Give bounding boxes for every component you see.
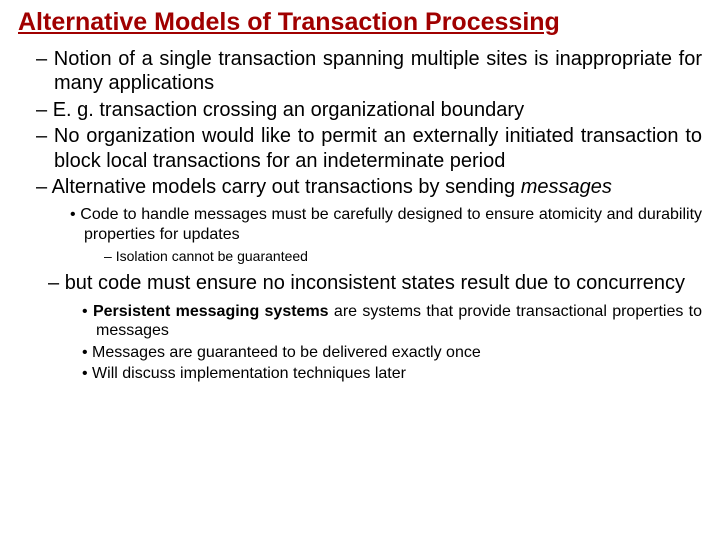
bullet-text-bold: Persistent messaging systems [93, 303, 329, 320]
slide-title: Alternative Models of Transaction Proces… [18, 8, 702, 37]
bullet-list-level2: Persistent messaging systems are systems… [66, 302, 702, 384]
bullet-l1: E. g. transaction crossing an organizati… [54, 98, 702, 122]
bullet-l2: Messages are guaranteed to be delivered … [96, 343, 702, 363]
bullet-l2: Code to handle messages must be carefull… [84, 205, 702, 265]
bullet-list-level1: Notion of a single transaction spanning … [18, 47, 702, 384]
bullet-list-level3: Isolation cannot be guaranteed [84, 248, 702, 265]
bullet-l1: Alternative models carry out transaction… [54, 175, 702, 266]
bullet-text: Code to handle messages must be carefull… [80, 206, 702, 243]
bullet-l2: Persistent messaging systems are systems… [96, 302, 702, 341]
bullet-l1: No organization would like to permit an … [54, 124, 702, 173]
bullet-text: Alternative models carry out transaction… [52, 176, 521, 198]
bullet-l3: Isolation cannot be guaranteed [118, 248, 702, 265]
bullet-text-italic: messages [521, 176, 612, 198]
bullet-l1: Notion of a single transaction spanning … [54, 47, 702, 96]
bullet-l2: Will discuss implementation techniques l… [96, 364, 702, 384]
bullet-text: but code must ensure no inconsistent sta… [65, 272, 685, 294]
bullet-l1: but code must ensure no inconsistent sta… [54, 271, 702, 383]
bullet-list-level2: Code to handle messages must be carefull… [54, 205, 702, 265]
